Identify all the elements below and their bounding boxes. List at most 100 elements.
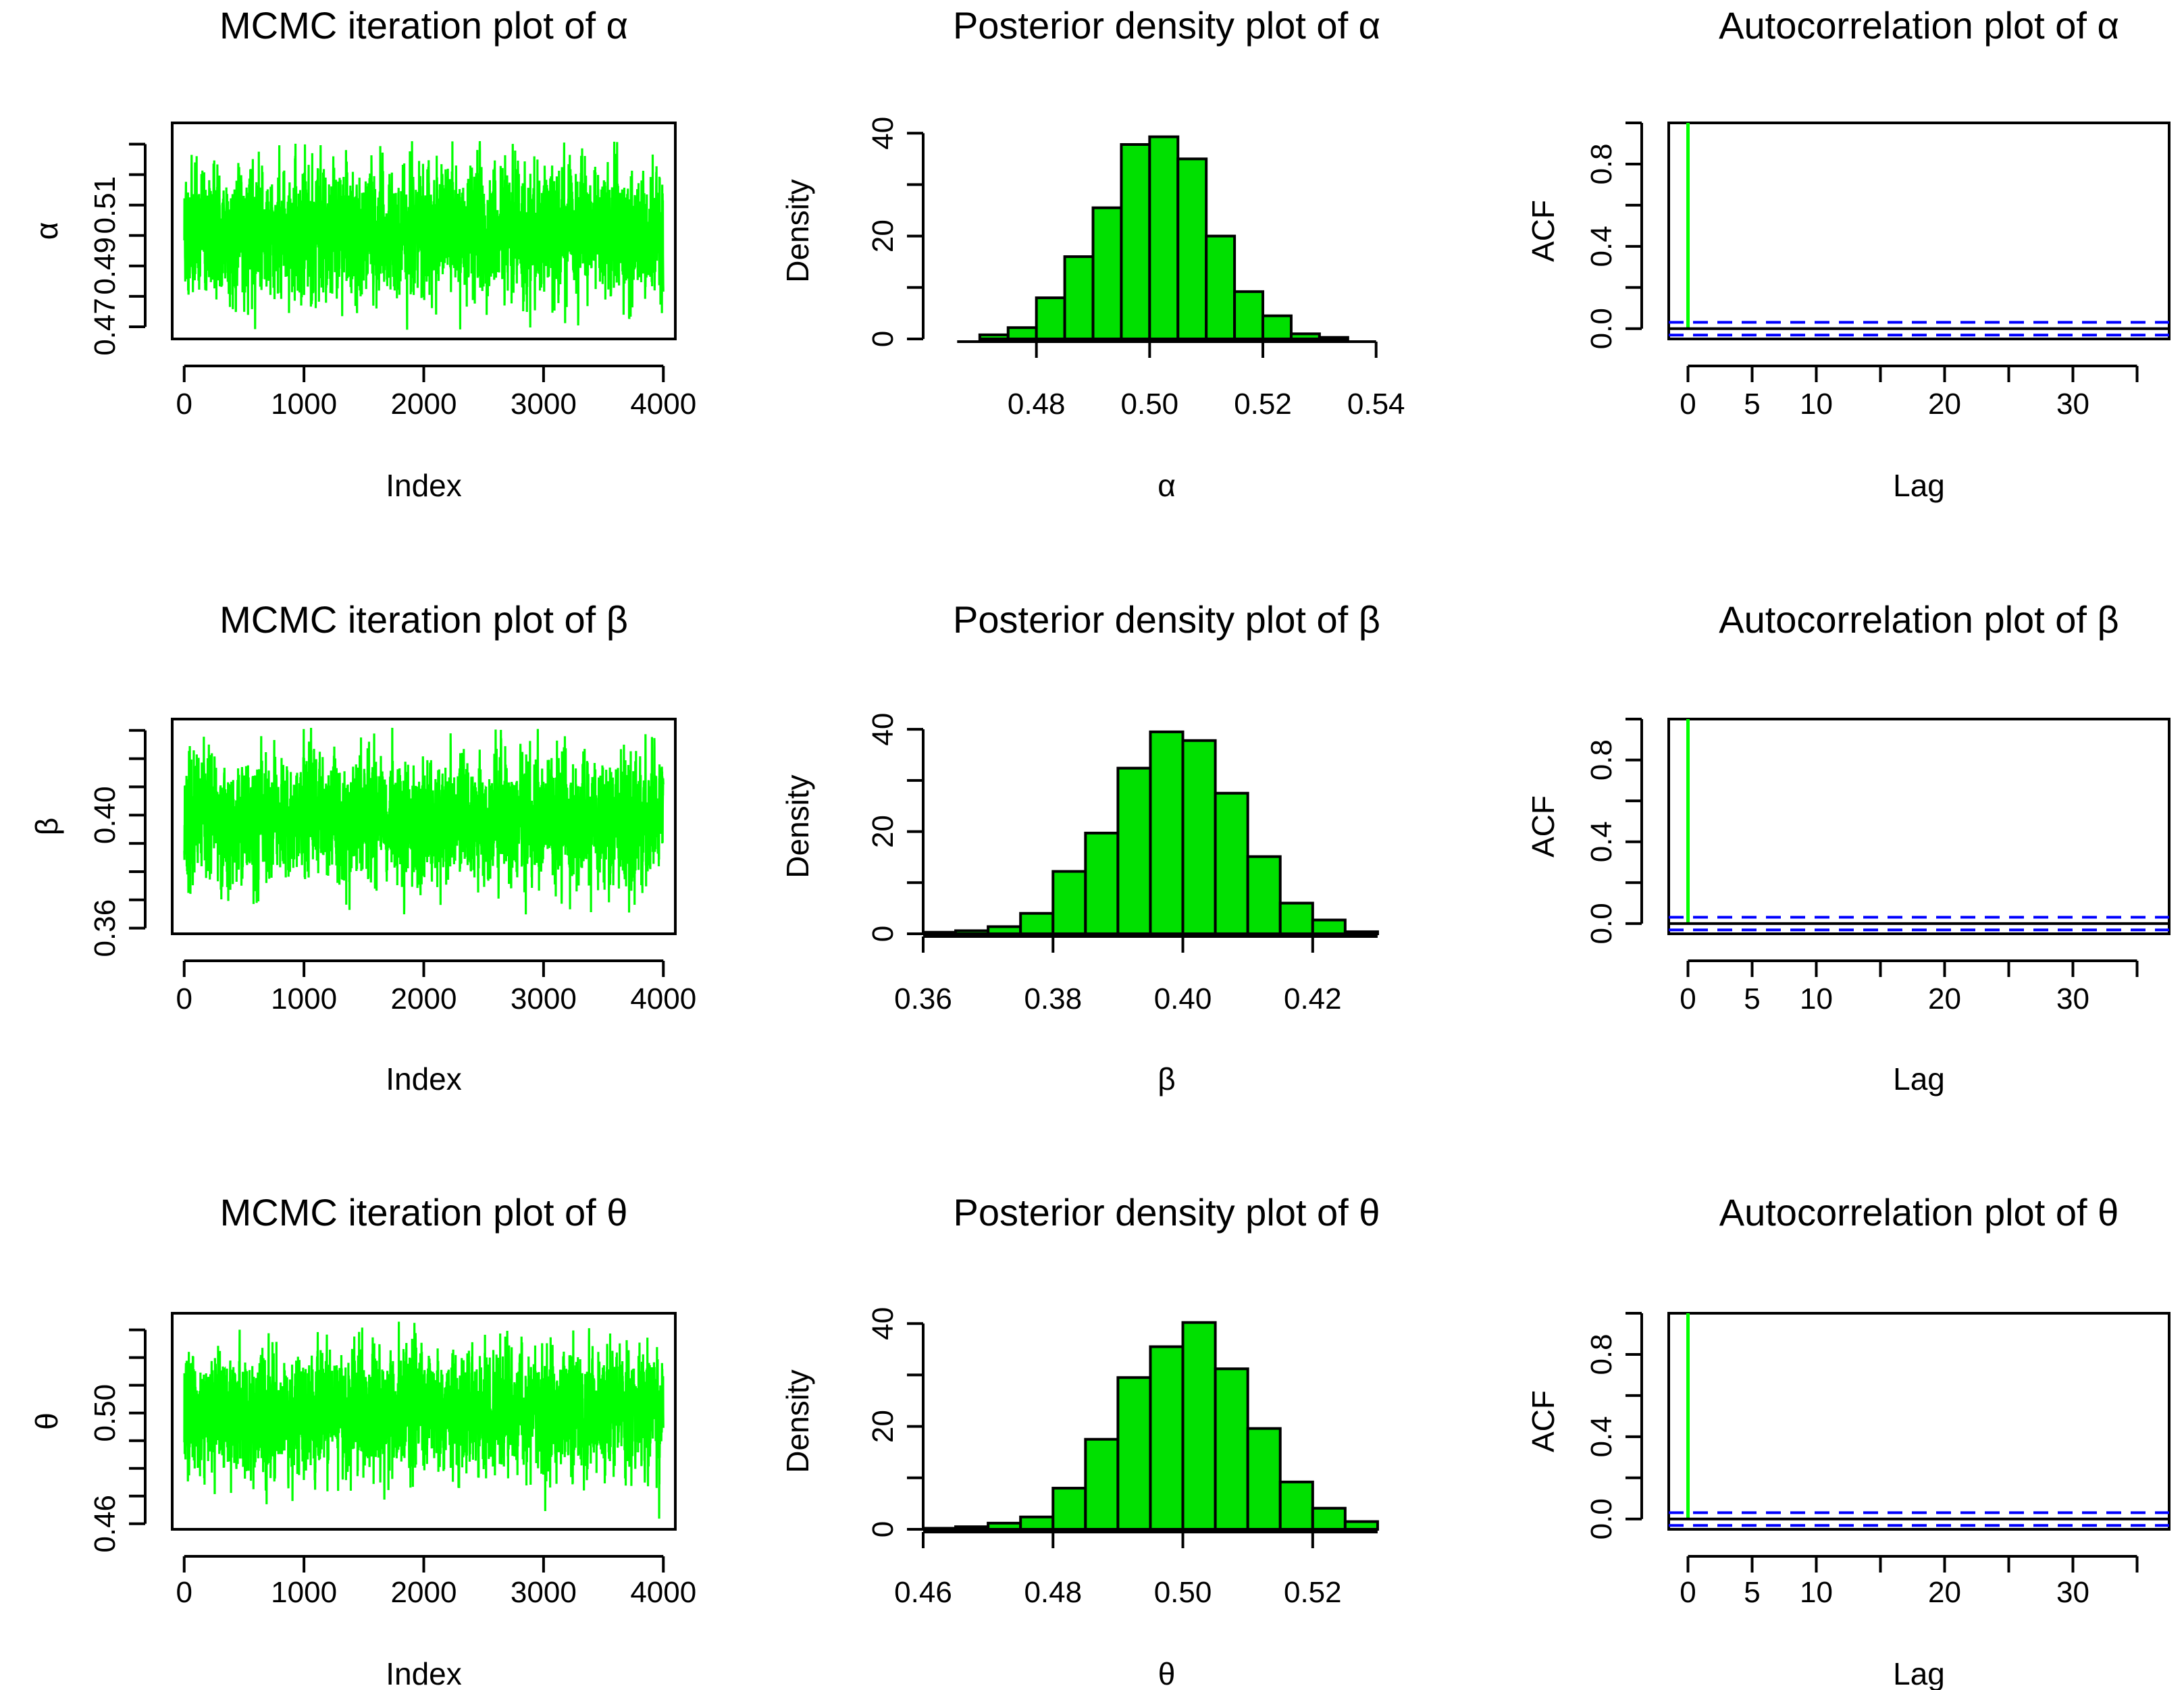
histogram-bar [1214,1367,1249,1531]
y-tick-label: 0 [866,331,900,347]
histogram-bar [1091,206,1123,341]
x-tick-label: 3000 [511,1576,577,1609]
x-tick-label: 30 [2056,982,2089,1015]
histogram-bar [1148,135,1180,340]
x-tick-label: 5 [1744,388,1760,421]
x-axis-label: α [1158,468,1176,503]
histogram-bar [1084,831,1120,936]
y-tick-label: 40 [866,117,900,150]
x-tick-label: 0.48 [1008,388,1066,421]
x-tick-label: 0.50 [1121,388,1179,421]
x-tick-label: 3000 [511,388,577,421]
trace-line [183,1321,665,1519]
x-tick-label: 0.42 [1284,982,1342,1015]
y-tick-label: 0.8 [1585,739,1618,781]
x-tick-label: 30 [2056,1576,2089,1609]
histogram-bar [987,1521,1022,1531]
x-tick-label: 1000 [271,388,337,421]
panel-title: MCMC iteration plot of α [219,4,628,47]
x-axis-label: Lag [1893,468,1945,503]
panel-title: Autocorrelation plot of β [1719,598,2119,641]
x-axis-label: Index [386,1061,462,1097]
histogram-bar [1051,870,1087,935]
x-tick-label: 0.52 [1234,388,1292,421]
x-tick-label: 30 [2056,388,2089,421]
y-tick-label: 0.0 [1585,308,1618,349]
y-tick-label: 0 [866,926,900,942]
panel-bar-r2-c1: Posterior density plot of θ θ Density 0.46 0… [780,1191,1380,1690]
histogram-bar [1084,1437,1120,1531]
y-axis-label: α [29,222,64,240]
y-tick-label: 0.47 [88,298,122,356]
y-tick-label: 0.0 [1585,903,1618,944]
x-tick-label: 1000 [271,1576,337,1609]
x-tick-label: 20 [1928,388,1961,421]
x-axis-label: θ [1158,1656,1176,1690]
histogram-bar [1019,912,1055,935]
x-tick-label: 0 [176,982,192,1015]
histogram-bar [1051,1487,1087,1531]
y-tick-label: 0.40 [88,786,122,844]
x-tick-label: 0.40 [1154,982,1212,1015]
x-tick-label: 0.36 [894,982,952,1015]
y-tick-label: 20 [866,815,900,848]
y-tick-label: 0.50 [88,1384,122,1442]
x-tick-label: 0 [176,1576,192,1609]
histogram-bar [1181,1321,1217,1531]
y-tick-label: 0.51 [88,176,122,234]
trace-line [183,727,665,915]
panel-bar-r0-c2: Autocorrelation plot of α Lag ACF 0 5 10 20 30 0… [1526,4,2170,503]
histogram-bar [1262,314,1293,341]
histogram-bar [1311,918,1347,935]
panel-bar-r1-c2: Autocorrelation plot of β Lag ACF 0 5 10 20 30 0… [1526,598,2170,1097]
y-tick-label: 0.49 [88,237,122,295]
x-axis-label: Index [386,468,462,503]
histogram-bar [1006,326,1038,341]
x-axis-label: β [1158,1061,1175,1097]
x-tick-label: 0.50 [1154,1576,1212,1609]
x-tick-label: 0 [1680,982,1696,1015]
y-axis-label: Density [780,1369,815,1473]
x-tick-label: 20 [1928,982,1961,1015]
x-axis-label: Lag [1893,1656,1945,1690]
x-tick-label: 0.46 [894,1576,952,1609]
panel-title: Posterior density plot of α [953,4,1380,47]
x-tick-label: 0.54 [1347,388,1405,421]
trace-line [183,141,665,330]
panel-bar-r0-c1: Posterior density plot of α α Density 0.48 0… [780,4,1405,503]
y-tick-label: 0.46 [88,1495,122,1553]
y-axis-label: Density [780,774,815,878]
plot-frame [1667,1312,2170,1531]
y-tick-label: 0.4 [1585,821,1618,862]
x-axis-label: Lag [1893,1061,1945,1097]
histogram-bar [987,925,1022,936]
y-tick-label: 0.8 [1585,1333,1618,1375]
histogram-bar [1116,1376,1152,1531]
histogram-bar [1278,901,1314,935]
histogram-bar [978,333,1010,340]
x-tick-label: 4000 [630,1576,696,1609]
x-tick-label: 5 [1744,1576,1760,1609]
x-tick-label: 1000 [271,982,337,1015]
y-axis-label: Density [780,179,815,282]
plot-frame [171,122,677,340]
histogram-bar [1214,791,1249,936]
x-tick-label: 0 [176,388,192,421]
panel-line-r0-c0: MCMC iteration plot of α Index α 0 1000 2000 3… [29,4,696,503]
x-axis-label: Index [386,1656,462,1690]
x-tick-label: 0.52 [1284,1576,1342,1609]
histogram-bar [1181,739,1217,936]
x-tick-label: 20 [1928,1576,1961,1609]
histogram-bar [1019,1515,1055,1531]
panel-bar-r1-c1: Posterior density plot of β β Density 0.36 0… [780,598,1380,1097]
histogram-bar [1116,766,1152,935]
histogram-bar [1343,930,1379,936]
histogram-bar [1149,730,1185,936]
panel-title: Posterior density plot of β [953,598,1380,641]
plot-frame [1667,122,2170,340]
histogram-bar [1246,855,1282,935]
x-tick-label: 2000 [391,1576,457,1609]
x-tick-label: 3000 [511,982,577,1015]
y-tick-label: 20 [866,1410,900,1443]
